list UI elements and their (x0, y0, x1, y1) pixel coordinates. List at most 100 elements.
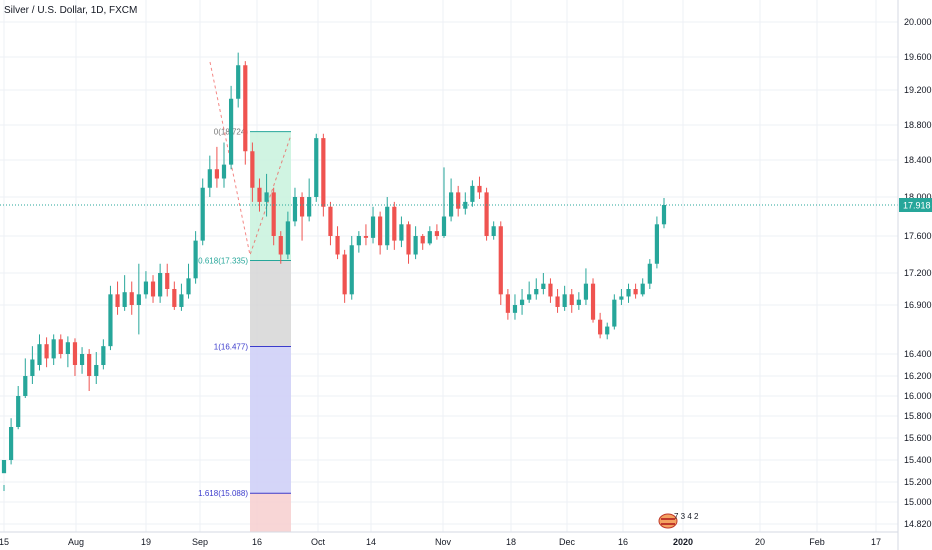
candle-body (470, 185, 475, 202)
candle-body (527, 294, 532, 300)
candle-body (498, 226, 503, 295)
candle-body (228, 98, 234, 165)
candle-body (385, 206, 390, 246)
candle-body (448, 192, 454, 217)
candle-body (16, 396, 21, 427)
candle-body (640, 283, 645, 295)
candle-body (441, 216, 447, 236)
candle-body (94, 365, 99, 376)
y-tick-label: 18.400 (904, 155, 932, 165)
candle-body (633, 289, 638, 295)
candle-body (590, 283, 596, 320)
y-tick-label: 17.200 (904, 268, 932, 278)
candle-body (661, 204, 667, 225)
candle-body (250, 151, 255, 188)
candle-body (356, 236, 361, 246)
candle-body (413, 236, 418, 255)
x-tick-label: 15 (0, 537, 9, 547)
x-tick-label: Dec (559, 537, 576, 547)
candle-body (72, 342, 78, 365)
candle-body (79, 354, 85, 365)
candle-body (583, 283, 589, 300)
badge-icon-stripe (661, 518, 675, 520)
candle-body (129, 292, 134, 305)
candle-body (335, 236, 340, 255)
badge-number: 7 3 4 2 (674, 512, 699, 521)
candle-body (598, 319, 603, 335)
candle-body (321, 138, 326, 207)
candle-body (612, 299, 617, 327)
candle-body (519, 299, 525, 305)
x-tick-label: Sep (192, 537, 208, 547)
fib-zone-mid (250, 260, 291, 347)
candle-body (392, 206, 397, 241)
candle-body (8, 427, 14, 460)
candle-body (307, 197, 312, 217)
candle-body (299, 197, 305, 217)
candle-body (505, 294, 510, 313)
candle-body (342, 254, 347, 295)
candle-body (87, 354, 92, 376)
candle-body (477, 185, 482, 193)
candle-body (420, 236, 425, 244)
candle-body (378, 216, 383, 246)
candle-body (1, 460, 7, 474)
y-tick-label: 16.200 (904, 371, 932, 381)
y-tick-label: 15.200 (904, 477, 932, 487)
y-tick-label: 15.600 (904, 433, 932, 443)
candle-body (491, 226, 496, 236)
last-price-badge (899, 197, 932, 212)
x-tick-label: Oct (311, 537, 326, 547)
candle-body (548, 283, 553, 297)
fib-level-label: 1.618(15.088) (198, 489, 248, 498)
candle-body (51, 339, 56, 359)
candle-body (122, 292, 127, 307)
candle-body (257, 187, 262, 202)
x-tick-label: 14 (366, 537, 376, 547)
candle-body (221, 164, 227, 179)
candle-body (619, 296, 624, 300)
candle-body (427, 231, 432, 244)
candle-body (399, 224, 404, 241)
y-tick-label: 15.800 (904, 411, 932, 421)
chart-title: Silver / U.S. Dollar, 1D, FXCM (4, 5, 138, 16)
candle-body (328, 206, 333, 236)
candle-body (243, 65, 248, 152)
x-tick-label: 20 (755, 537, 765, 547)
candle-body (200, 187, 205, 241)
candle-body (65, 342, 70, 354)
candle-body (370, 216, 376, 238)
y-tick-label: 14.820 (904, 519, 932, 529)
candle-body (647, 263, 652, 284)
candle-body (264, 192, 269, 202)
candle-body (150, 281, 156, 297)
candle-body (158, 273, 163, 297)
candle-body (605, 326, 610, 335)
candle-body (363, 236, 369, 238)
y-tick-label: 19.600 (904, 52, 932, 62)
x-tick-label: Nov (435, 537, 452, 547)
candle-body (541, 283, 546, 289)
candle-body (44, 344, 49, 359)
y-tick-label: 16.000 (904, 391, 932, 401)
candle-body (576, 299, 581, 305)
candle-body (285, 221, 290, 255)
candle-body (186, 278, 191, 295)
candle-body (512, 305, 518, 313)
last-price-label: 17.918 (903, 200, 931, 210)
candle-body (207, 169, 212, 188)
y-tick-label: 18.800 (904, 120, 932, 130)
candle-body (456, 192, 461, 209)
candle-body (562, 294, 567, 307)
y-tick-label: 17.600 (904, 231, 932, 241)
candle-body (654, 224, 660, 264)
candle-body (108, 294, 113, 347)
y-tick-label: 20.000 (904, 17, 932, 27)
candle-body (406, 224, 411, 255)
y-tick-label: 15.400 (904, 455, 932, 465)
fib-level-label: 1(16.477) (214, 342, 249, 351)
fib-level-label: 0.618(17.335) (198, 257, 248, 266)
candle-body (23, 376, 28, 396)
candle-body (626, 289, 631, 297)
